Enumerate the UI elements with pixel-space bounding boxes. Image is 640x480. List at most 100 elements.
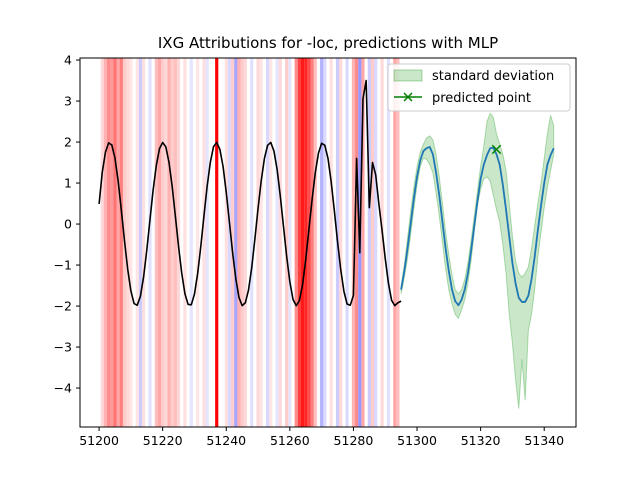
chart-title: IXG Attributions for -loc, predictions w… bbox=[158, 34, 498, 52]
y-tick-label: 0 bbox=[64, 217, 72, 232]
attribution-band bbox=[300, 58, 305, 427]
attribution-band bbox=[345, 58, 349, 427]
legend-swatch-std bbox=[393, 69, 423, 82]
attribution-band bbox=[323, 58, 327, 427]
attribution-band bbox=[304, 58, 308, 427]
attribution-band bbox=[202, 58, 206, 427]
attribution-band bbox=[351, 58, 356, 427]
attribution-band bbox=[227, 58, 232, 427]
history-line-layer bbox=[98, 79, 402, 307]
y-tick-label: −3 bbox=[54, 340, 72, 355]
attribution-band bbox=[285, 58, 289, 427]
attribution-band bbox=[189, 58, 193, 427]
attribution-band bbox=[107, 58, 111, 427]
attribution-band bbox=[374, 58, 378, 427]
attribution-band bbox=[167, 58, 171, 427]
attribution-band bbox=[154, 58, 158, 427]
y-tick-label: −4 bbox=[54, 381, 72, 396]
attribution-band bbox=[231, 58, 235, 427]
attribution-band bbox=[170, 58, 174, 427]
attribution-band bbox=[329, 58, 333, 427]
attribution-band bbox=[196, 58, 200, 427]
attribution-band bbox=[367, 58, 371, 427]
attribution-band bbox=[138, 58, 142, 427]
attribution-band bbox=[110, 58, 114, 427]
x-tick-label: 51260 bbox=[270, 433, 310, 448]
x-tick-label: 51280 bbox=[334, 433, 374, 448]
attribution-band bbox=[205, 58, 209, 427]
attribution-band bbox=[380, 58, 384, 427]
legend: standard deviation predicted point bbox=[387, 63, 571, 112]
legend-label-std: standard deviation bbox=[432, 69, 554, 84]
attribution-band bbox=[256, 58, 260, 427]
attribution-band bbox=[294, 58, 298, 427]
prediction-line-layer bbox=[400, 146, 555, 307]
attribution-band bbox=[297, 58, 301, 427]
predicted-point-layer bbox=[491, 144, 502, 155]
attribution-band bbox=[288, 58, 292, 427]
attribution-band bbox=[135, 58, 139, 427]
attribution-band bbox=[148, 58, 152, 427]
x-tick-label: 51220 bbox=[143, 433, 183, 448]
attribution-band bbox=[157, 58, 162, 427]
attribution-band bbox=[243, 58, 247, 427]
attribution-band bbox=[269, 58, 273, 427]
attribution-band bbox=[240, 58, 244, 427]
attribution-band bbox=[320, 58, 324, 427]
attribution-band bbox=[234, 58, 238, 427]
y-tick-label: −2 bbox=[54, 299, 72, 314]
x-axis: 51200 51220 51240 51260 51280 51300 51320 51340 bbox=[79, 427, 564, 448]
attribution-band bbox=[386, 58, 390, 427]
std-fill-layer bbox=[400, 112, 555, 409]
std-fill-area bbox=[400, 112, 555, 409]
attribution-band bbox=[259, 58, 263, 427]
prediction-line bbox=[400, 146, 555, 307]
history-line bbox=[98, 79, 402, 307]
attribution-band bbox=[339, 58, 343, 427]
x-tick-label: 51240 bbox=[206, 433, 246, 448]
y-tick-label: 2 bbox=[64, 135, 72, 150]
attribution-band bbox=[307, 58, 311, 427]
attribution-band bbox=[275, 58, 279, 427]
attribution-band bbox=[129, 58, 133, 427]
attribution-band bbox=[119, 58, 123, 427]
attribution-band bbox=[396, 58, 400, 427]
attribution-band bbox=[116, 58, 120, 427]
attribution-band bbox=[393, 58, 397, 427]
attribution-band bbox=[173, 58, 177, 427]
attribution-band bbox=[310, 58, 314, 427]
legend-box bbox=[387, 63, 571, 112]
attribution-band bbox=[278, 58, 282, 427]
x-tick-label: 51300 bbox=[397, 433, 437, 448]
attribution-band bbox=[237, 58, 241, 427]
attribution-band bbox=[103, 58, 108, 427]
legend-swatch-x-marker bbox=[403, 92, 413, 102]
y-tick-label: 4 bbox=[64, 53, 72, 68]
y-tick-label: −1 bbox=[54, 258, 72, 273]
attribution-band bbox=[113, 58, 117, 427]
attribution-band bbox=[224, 58, 228, 427]
attribution-band bbox=[361, 58, 365, 427]
y-tick-label: 1 bbox=[64, 176, 72, 191]
attribution-band bbox=[100, 58, 104, 427]
attribution-band bbox=[164, 58, 168, 427]
attribution-band bbox=[355, 58, 359, 427]
y-tick-label: 3 bbox=[64, 94, 72, 109]
attribution-band bbox=[313, 58, 317, 427]
plot-frame bbox=[79, 57, 577, 428]
x-tick-label: 51340 bbox=[524, 433, 564, 448]
attribution-band bbox=[183, 58, 187, 427]
attribution-band bbox=[250, 58, 254, 427]
attribution-band bbox=[215, 58, 219, 427]
attribution-band bbox=[142, 58, 146, 427]
x-tick-label: 51200 bbox=[79, 433, 119, 448]
x-tick-label: 51320 bbox=[461, 433, 501, 448]
y-axis: −4 −3 −2 −1 0 1 2 3 4 bbox=[54, 53, 80, 396]
attribution-band bbox=[370, 58, 375, 427]
legend-label-point: predicted point bbox=[432, 91, 531, 106]
attribution-band bbox=[161, 58, 165, 427]
predicted-point-marker bbox=[491, 144, 502, 155]
attribution-band bbox=[266, 58, 270, 427]
